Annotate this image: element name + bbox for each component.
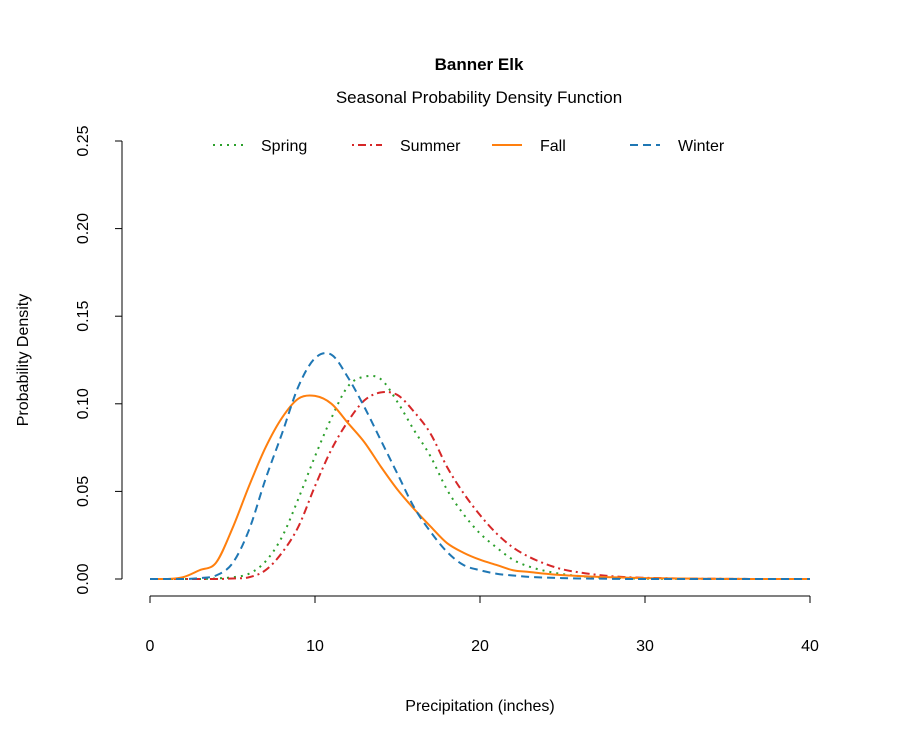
legend-label-spring: Spring [261,138,307,155]
y-tick-label: 0.25 [75,125,92,156]
legend: Spring Summer Fall Winter [213,138,725,155]
y-tick-label: 0.00 [75,563,92,594]
series-spring-line [150,374,810,580]
y-tick-label: 0.05 [75,476,92,507]
x-tick-label: 10 [306,638,324,655]
legend-label-fall: Fall [540,138,566,155]
x-axis-label: Precipitation (inches) [405,698,554,715]
x-tick-label: 0 [146,638,155,655]
y-axis-label: Probability Density [15,294,32,427]
y-tick-label: 0.15 [75,301,92,332]
legend-label-summer: Summer [400,138,461,155]
x-tick-label: 20 [471,638,489,655]
series-summer-line [150,391,810,580]
y-tick-label: 0.20 [75,213,92,244]
axes: 0 10 20 30 40 0.00 0.05 0.10 0.15 0.20 0.25 [75,125,819,655]
x-tick-label: 40 [801,638,819,655]
y-tick-label: 0.10 [75,388,92,419]
curves [150,352,810,580]
x-tick-label: 30 [636,638,654,655]
chart-subtitle: Seasonal Probability Density Function [336,88,622,107]
chart-title: Banner Elk [435,55,524,74]
legend-label-winter: Winter [678,138,725,155]
series-winter-line [150,352,810,580]
series-fall-line [150,394,810,580]
